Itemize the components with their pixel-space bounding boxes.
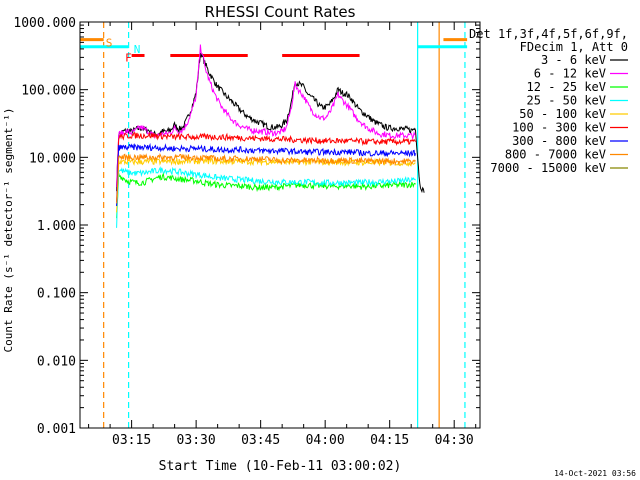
y-tick-label-2: 10.000 [29, 151, 76, 166]
series-1 [116, 44, 416, 188]
legend-label-5: 100 - 300 keV [512, 121, 606, 135]
y-tick-label-6: 0.001 [37, 422, 76, 437]
series-line-5 [116, 131, 416, 203]
series-line-3 [116, 166, 416, 228]
x-tick-label-4: 04:15 [370, 433, 409, 448]
legend-header-1: FDecim 1, Att 0 [520, 40, 628, 54]
series-layer [116, 44, 425, 228]
axis-layer: 1000.000 100.000 10.000 1.000 0.100 0.010 0.00… [13, 16, 481, 448]
series-2 [116, 172, 416, 219]
series-line-1 [116, 44, 416, 188]
x-tick-label-3: 04:00 [306, 433, 345, 448]
y-tick-label-4: 0.100 [37, 287, 76, 302]
plot-frame [79, 21, 481, 429]
legend-label-7: 800 - 7000 keV [505, 148, 606, 162]
x-tick-label-5: 04:30 [435, 433, 474, 448]
series-line-4 [116, 156, 416, 213]
series-5 [116, 131, 416, 203]
x-tick-label-0: 03:15 [112, 433, 151, 448]
x-tick-label-1: 03:30 [177, 433, 216, 448]
y-axis-label: Count Rate (s⁻¹ detector⁻¹ segment⁻¹) [2, 107, 15, 352]
flag-label-f: F [125, 51, 132, 64]
series-7 [116, 152, 416, 204]
y-tick-label-3: 1.000 [37, 219, 76, 234]
series-0 [116, 52, 425, 194]
series-line-0 [116, 52, 425, 194]
flag-label-s: S [106, 36, 113, 49]
x-axis-label: Start Time (10-Feb-11 03:00:02) [159, 459, 402, 474]
plot-area: S NF [80, 22, 468, 428]
legend: Det 1f,3f,4f,5f,6f,9f,FDecim 1, Att 03 -… [469, 27, 628, 175]
y-tick-label-0: 1000.000 [13, 16, 76, 31]
chart-title: RHESSI Count Rates [205, 3, 356, 21]
legend-label-1: 6 - 12 keV [534, 67, 606, 81]
timestamp: 14-Oct-2021 03:56 [554, 469, 636, 478]
legend-label-4: 50 - 100 keV [519, 107, 606, 121]
series-4 [116, 156, 416, 213]
series-line-2 [116, 172, 416, 219]
legend-label-8: 7000 - 15000 keV [490, 161, 606, 175]
flag-label-n: N [134, 43, 141, 56]
legend-label-3: 25 - 50 keV [527, 94, 606, 108]
series-6 [116, 142, 416, 207]
y-tick-label-1: 100.000 [21, 84, 76, 99]
x-tick-label-2: 03:45 [241, 433, 280, 448]
series-line-6 [116, 142, 416, 207]
y-tick-label-5: 0.010 [37, 354, 76, 369]
series-line-7 [116, 152, 416, 204]
legend-label-0: 3 - 6 keV [541, 53, 606, 67]
legend-label-6: 300 - 800 keV [512, 134, 606, 148]
legend-label-2: 12 - 25 keV [527, 80, 606, 94]
legend-header-0: Det 1f,3f,4f,5f,6f,9f, [469, 27, 628, 41]
series-3 [116, 166, 416, 228]
